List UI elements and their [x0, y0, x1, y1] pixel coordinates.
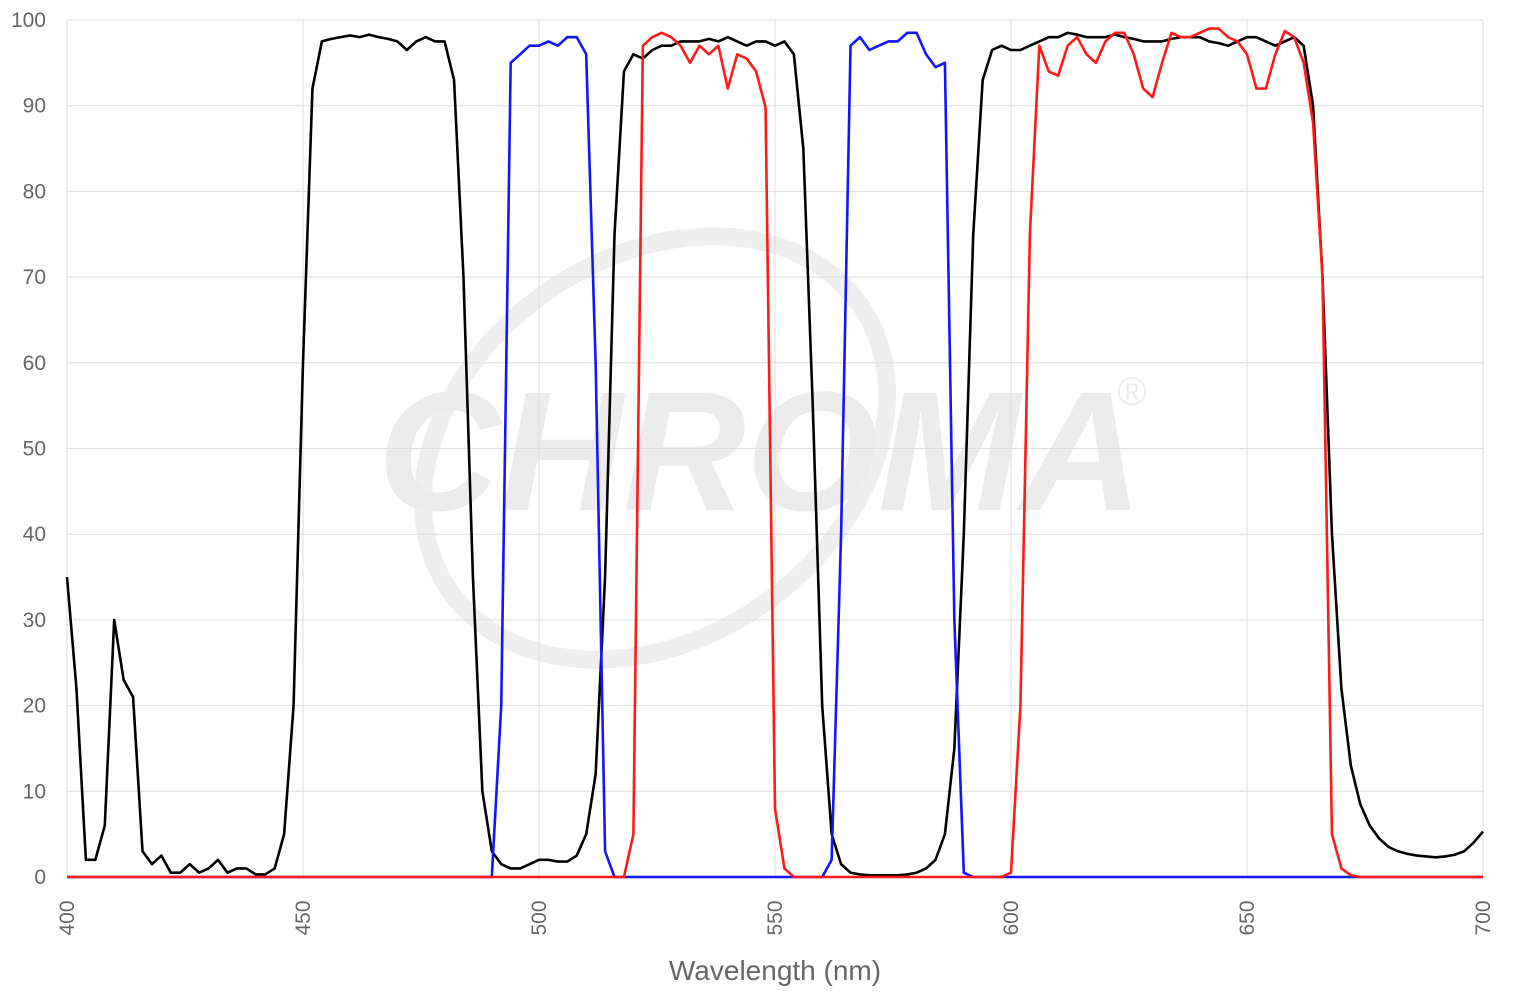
x-tick-label: 650 — [1236, 900, 1259, 935]
x-tick-label: 500 — [528, 900, 551, 935]
y-tick-label: 80 — [23, 180, 46, 203]
y-tick-label: 30 — [23, 609, 46, 632]
y-tick-label: 100 — [11, 9, 46, 32]
x-tick-label: 400 — [56, 900, 79, 935]
tick-labels: 0 10 20 30 40 50 60 70 80 90 100 400 450 500 550 600 650… — [11, 9, 1495, 936]
x-tick-label: 700 — [1472, 900, 1495, 935]
series-line — [67, 27, 1483, 879]
series-line — [65, 31, 1484, 877]
y-tick-label: 50 — [23, 438, 46, 461]
watermark-mark: ® — [1117, 370, 1146, 414]
y-tick-label: 0 — [34, 866, 46, 889]
y-tick-label: 40 — [23, 523, 46, 546]
y-tick-label: 90 — [23, 95, 46, 118]
x-tick-label: 600 — [1000, 900, 1023, 935]
y-tick-label: 10 — [23, 780, 46, 803]
y-tick-label: 20 — [23, 695, 46, 718]
x-tick-label: 550 — [764, 900, 787, 935]
plot-lines — [65, 27, 1484, 879]
x-axis-title: Wavelength (nm) — [669, 955, 881, 986]
x-tick-label: 450 — [292, 900, 315, 935]
watermark-swoosh — [414, 227, 896, 669]
y-tick-label: 70 — [23, 266, 46, 289]
y-tick-label: 60 — [23, 352, 46, 375]
